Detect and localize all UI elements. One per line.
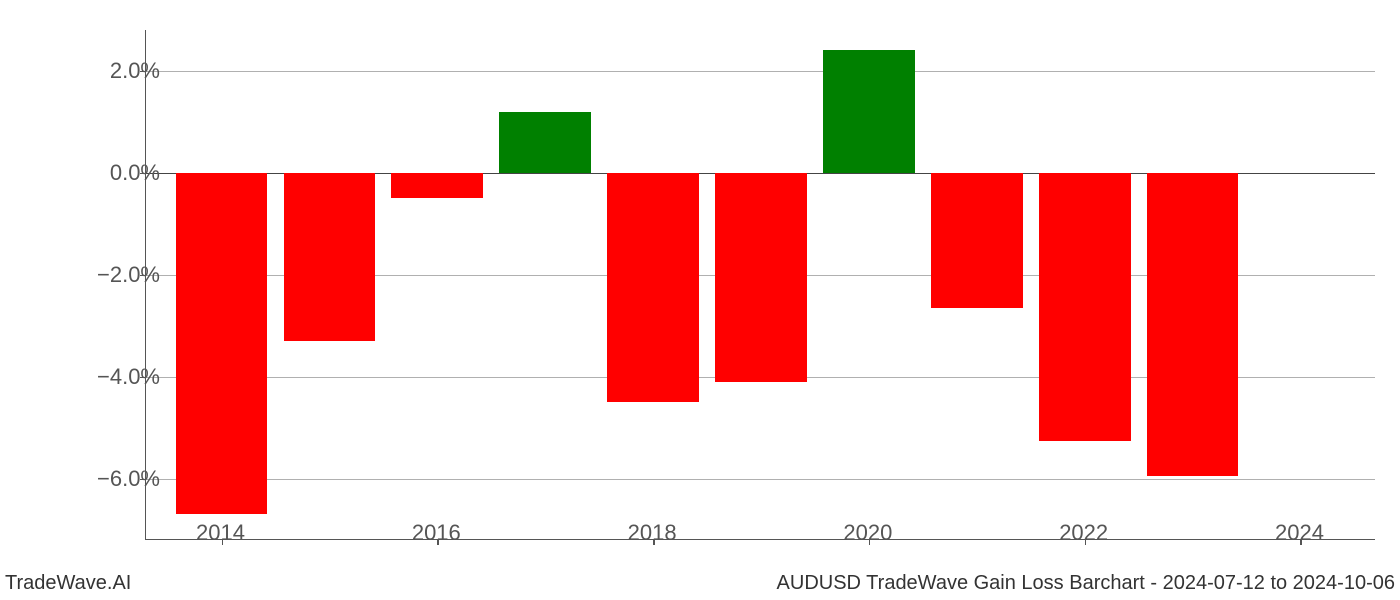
gridline xyxy=(146,71,1375,72)
gridline xyxy=(146,479,1375,480)
y-axis-label: −4.0% xyxy=(80,364,160,390)
x-axis-label: 2018 xyxy=(628,520,677,546)
bar xyxy=(391,173,483,199)
x-axis-label: 2022 xyxy=(1059,520,1108,546)
bar xyxy=(284,173,376,341)
chart-container xyxy=(145,30,1375,540)
x-axis-label: 2014 xyxy=(196,520,245,546)
bar xyxy=(1039,173,1131,441)
y-axis-label: 2.0% xyxy=(80,58,160,84)
bar xyxy=(1147,173,1239,476)
footer-left-brand: TradeWave.AI xyxy=(5,572,131,595)
bar xyxy=(931,173,1023,308)
y-axis-label: −2.0% xyxy=(80,262,160,288)
x-axis-label: 2016 xyxy=(412,520,461,546)
bar xyxy=(715,173,807,382)
bar xyxy=(499,112,591,173)
bar xyxy=(823,50,915,172)
footer-right-title: AUDUSD TradeWave Gain Loss Barchart - 20… xyxy=(777,572,1395,595)
y-axis-label: 0.0% xyxy=(80,160,160,186)
x-axis-label: 2024 xyxy=(1275,520,1324,546)
plot-area xyxy=(145,30,1375,540)
y-axis-label: −6.0% xyxy=(80,466,160,492)
x-axis-label: 2020 xyxy=(843,520,892,546)
bar xyxy=(176,173,268,515)
bar xyxy=(607,173,699,403)
